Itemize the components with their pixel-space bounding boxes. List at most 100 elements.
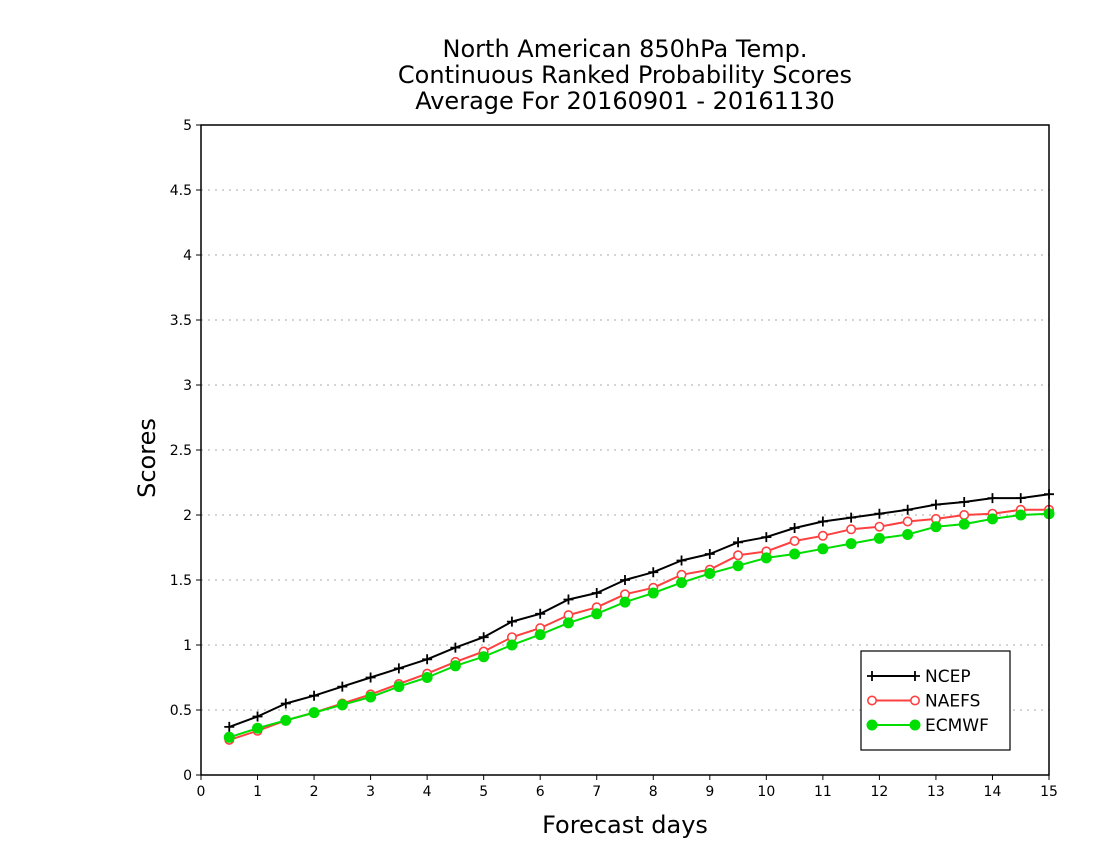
data-point-ecmwf	[478, 651, 490, 663]
data-point-ncep	[280, 698, 291, 709]
data-point-ecmwf	[902, 529, 914, 540]
data-point-ecmwf	[365, 691, 377, 703]
data-point-ncep	[422, 654, 433, 665]
legend-marker-ecmwf	[909, 719, 921, 731]
series-ncep	[224, 489, 1054, 732]
data-point-ecmwf	[704, 568, 716, 579]
data-point-ncep	[648, 567, 659, 578]
data-point-ncep	[1015, 493, 1026, 504]
legend-marker-naefs	[866, 695, 877, 706]
y-tick-label: 4	[183, 248, 192, 264]
legend-item-naefs: NAEFS	[866, 692, 980, 712]
series-ecmwf	[223, 508, 1055, 743]
data-point-ecmwf	[647, 587, 659, 599]
x-tick-label: 7	[592, 784, 601, 800]
y-tick-label: 4.5	[170, 183, 192, 199]
data-point-ecmwf	[280, 714, 292, 726]
data-point-ncep	[506, 616, 517, 627]
data-point-ncep	[365, 672, 376, 683]
legend-marker-ecmwf	[866, 719, 878, 731]
data-point-naefs	[902, 516, 913, 527]
legend-marker-ncep	[867, 671, 877, 681]
x-tick-label: 11	[814, 784, 832, 800]
data-point-ecmwf	[562, 617, 574, 629]
data-point-ncep	[591, 588, 602, 598]
data-point-ncep	[535, 608, 546, 619]
x-tick-label: 0	[197, 784, 206, 800]
data-point-ncep	[450, 642, 461, 653]
data-point-ncep	[563, 594, 574, 605]
legend-label-ncep: NCEP	[925, 667, 971, 687]
data-point-ecmwf	[421, 672, 433, 683]
data-point-ncep	[252, 711, 263, 722]
data-point-ncep	[478, 632, 489, 643]
data-point-naefs	[959, 509, 970, 520]
data-point-naefs	[789, 535, 800, 546]
x-tick-label: 2	[310, 784, 319, 800]
data-point-ncep	[337, 681, 348, 692]
data-point-ncep	[676, 555, 687, 566]
data-point-naefs	[733, 550, 744, 561]
data-point-ecmwf	[845, 538, 857, 550]
data-point-ncep	[846, 512, 857, 523]
x-tick-label: 10	[757, 784, 775, 800]
y-tick-label: 2	[183, 508, 192, 524]
y-tick-label: 5	[183, 118, 192, 134]
axis-ticks: 00.511.522.533.544.550 1 2 3 4 5 6 7 8 9 10 11 12 13 1…	[170, 118, 1058, 800]
data-point-ncep	[224, 721, 235, 732]
x-tick-label: 1	[253, 784, 262, 800]
data-point-naefs	[817, 530, 828, 541]
data-point-ecmwf	[393, 681, 405, 693]
data-point-ecmwf	[534, 629, 546, 641]
data-point-ncep	[733, 537, 744, 548]
data-point-ecmwf	[336, 699, 348, 711]
y-tick-label: 0	[183, 768, 192, 784]
data-point-ncep	[817, 516, 828, 527]
data-point-naefs	[874, 521, 885, 532]
legend-item-ncep: NCEP	[867, 667, 971, 687]
x-tick-label: 6	[536, 784, 545, 800]
chart-title: North American 850hPa Temp. Continuous R…	[398, 35, 852, 115]
legend-marker-ncep	[910, 671, 920, 681]
data-point-ecmwf	[676, 577, 688, 589]
y-tick-label: 3	[183, 378, 192, 394]
data-point-ncep	[761, 532, 772, 543]
legend-marker-naefs	[909, 695, 920, 706]
legend-label-ecmwf: ECMWF	[925, 716, 989, 736]
data-point-ecmwf	[789, 548, 801, 560]
data-point-ncep	[393, 663, 404, 674]
data-point-naefs	[846, 524, 857, 535]
data-point-ecmwf	[308, 707, 320, 719]
data-point-ecmwf	[930, 521, 942, 533]
x-axis-title: Forecast days	[542, 811, 708, 839]
x-tick-label: 4	[423, 784, 432, 800]
chart-title-line-1: North American 850hPa Temp.	[443, 35, 808, 63]
data-point-ncep	[930, 499, 941, 510]
data-point-ncep	[874, 508, 885, 519]
data-point-ecmwf	[506, 639, 518, 651]
legend-label-naefs: NAEFS	[925, 692, 980, 712]
data-point-ncep	[620, 575, 630, 585]
x-tick-label: 14	[984, 784, 1002, 800]
data-point-ncep	[789, 523, 800, 533]
x-tick-label: 15	[1040, 784, 1058, 800]
data-point-ncep	[959, 497, 970, 507]
x-tick-label: 3	[366, 784, 375, 800]
y-tick-label: 3.5	[170, 313, 192, 329]
data-point-ncep	[309, 690, 320, 701]
legend: NCEP NAEFS ECMWF	[860, 650, 1011, 751]
data-point-ncep	[704, 549, 715, 559]
data-point-ecmwf	[817, 543, 829, 555]
data-point-ecmwf	[986, 513, 998, 525]
y-axis-title: Scores	[133, 418, 161, 498]
chart-title-line-3: Average For 20160901 - 20161130	[415, 87, 835, 115]
grid-lines	[201, 189, 1049, 711]
chart-title-line-2: Continuous Ranked Probability Scores	[398, 61, 852, 89]
data-point-ncep	[902, 504, 913, 515]
data-point-ecmwf	[1015, 509, 1027, 521]
y-tick-label: 0.5	[170, 703, 192, 719]
data-point-ecmwf	[591, 608, 603, 620]
y-tick-label: 1	[183, 638, 192, 654]
